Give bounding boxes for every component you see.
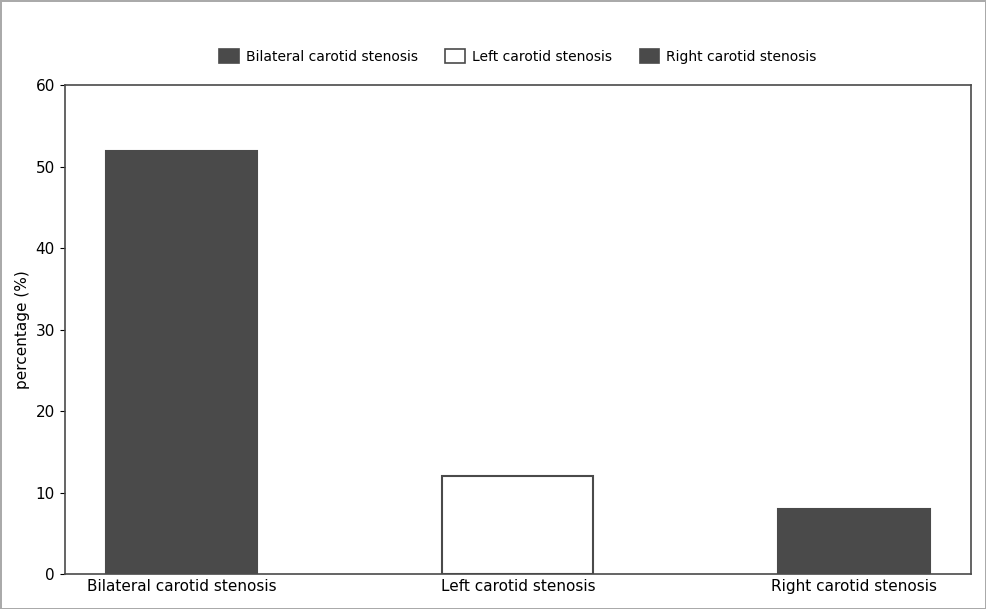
Bar <box>106 150 257 574</box>
Y-axis label: percentage (%): percentage (%) <box>15 270 30 389</box>
Bar <box>779 509 930 574</box>
Bar <box>442 476 594 574</box>
Legend: Bilateral carotid stenosis, Left carotid stenosis, Right carotid stenosis: Bilateral carotid stenosis, Left carotid… <box>214 43 822 69</box>
